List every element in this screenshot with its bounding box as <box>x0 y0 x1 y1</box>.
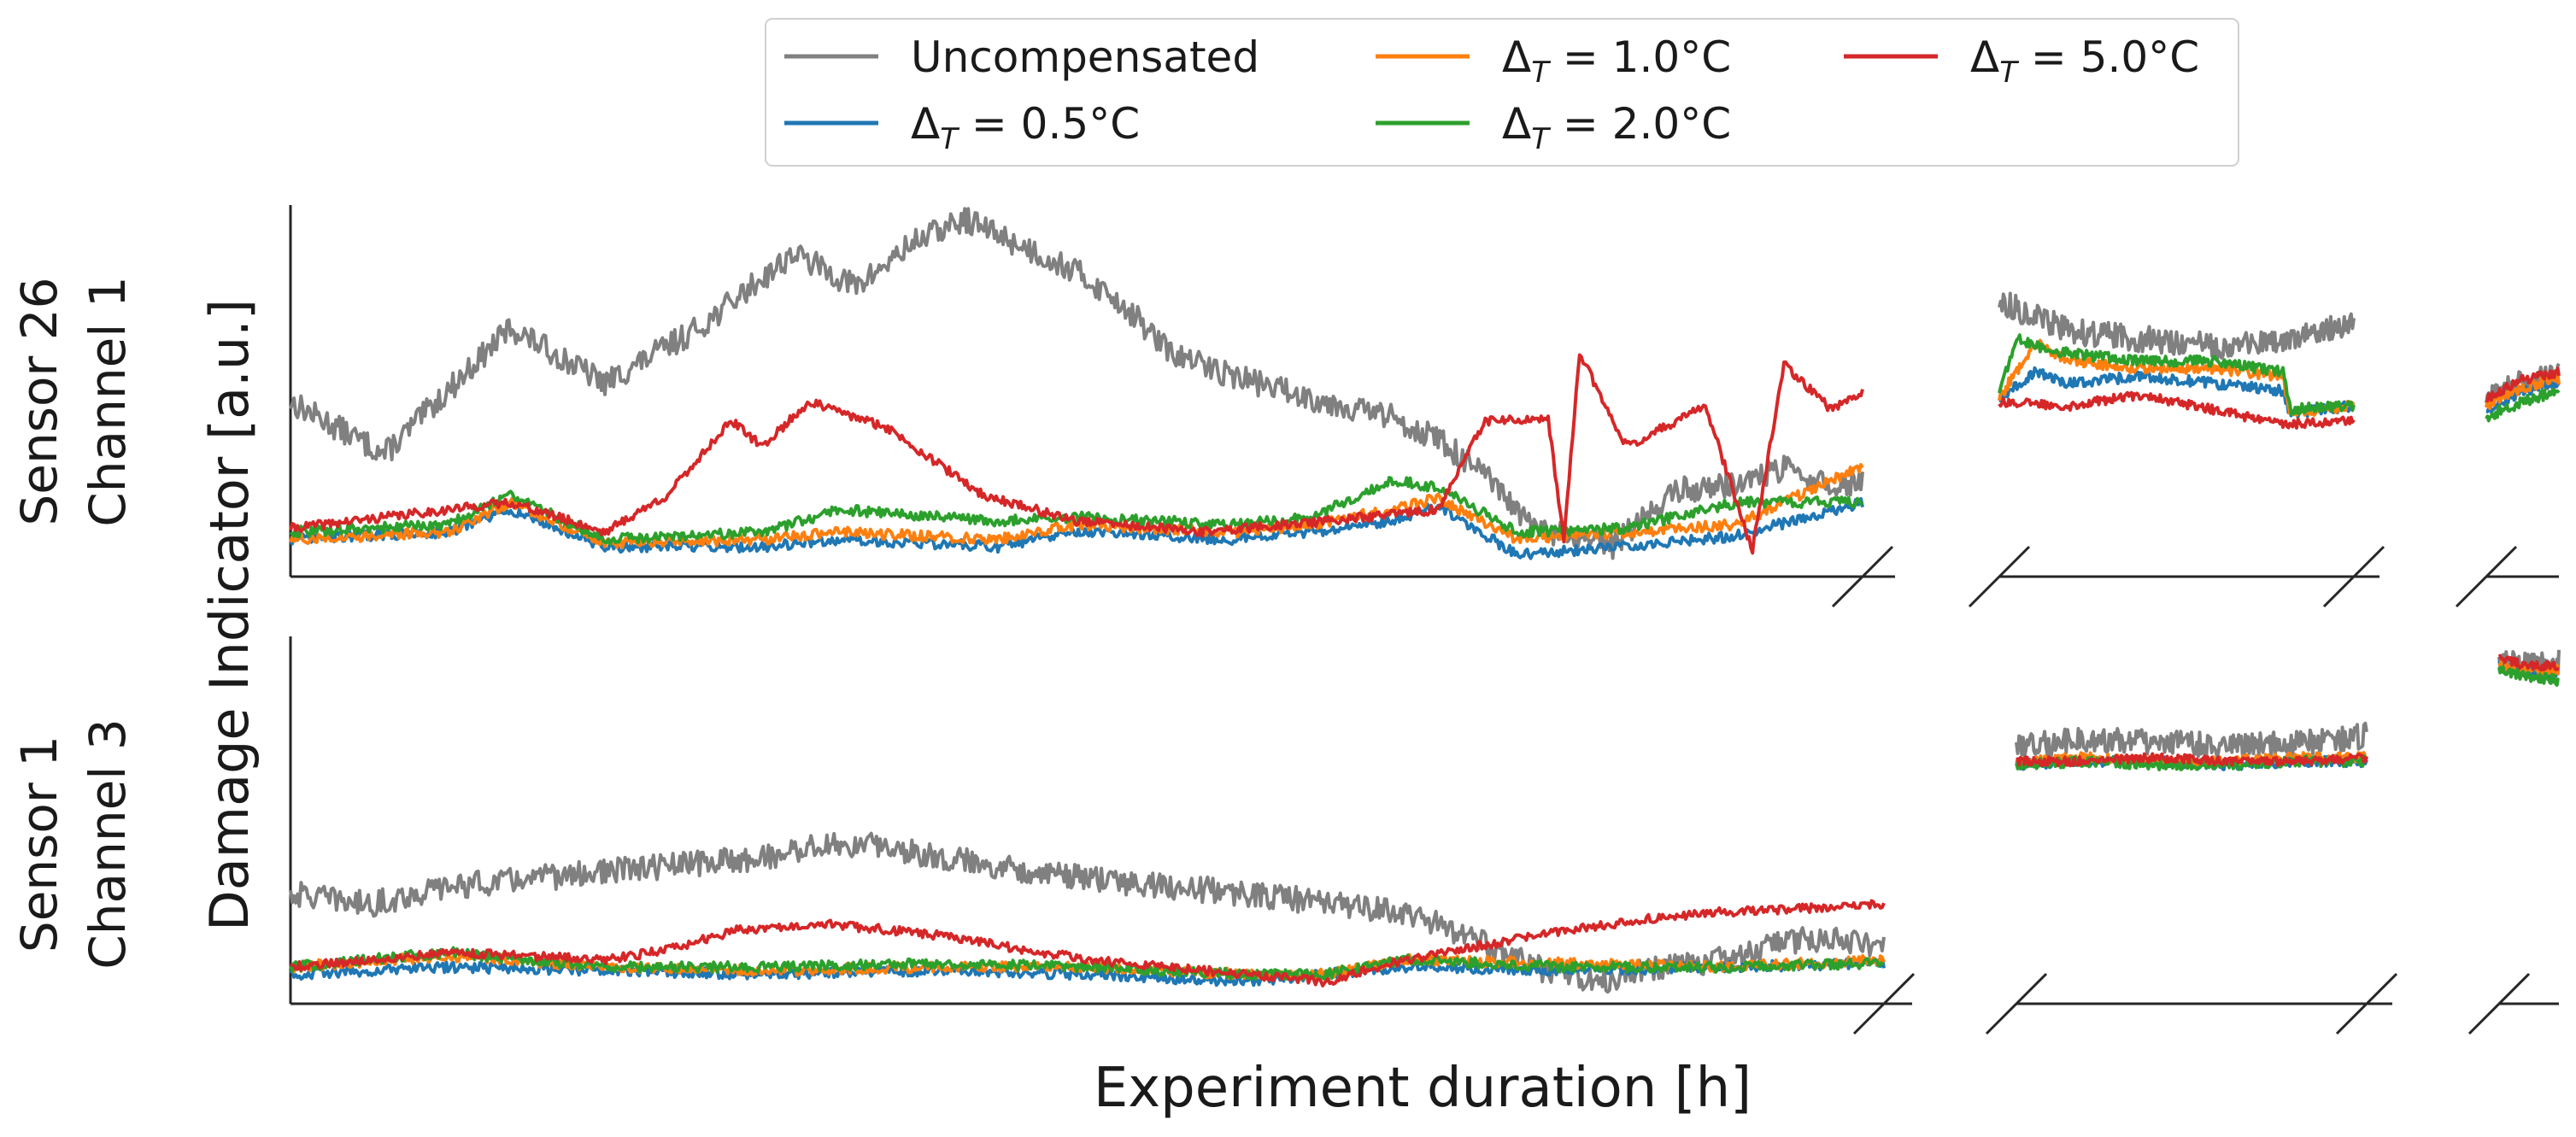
axis-break-mark <box>1968 545 2031 608</box>
panel-segment-2 <box>2015 721 2368 771</box>
series-line-d50 <box>290 899 1886 988</box>
legend-label-dt-0-5: ΔT = 0.5°C <box>911 99 1140 156</box>
panel-sensor-26-channel-1 <box>289 205 2561 608</box>
panel-segment-2 <box>1998 291 2356 430</box>
row-label-bottom-line2: Channel 3 <box>79 718 137 969</box>
series-line-d50 <box>1998 390 2356 430</box>
axis-break-mark <box>2335 972 2398 1035</box>
legend: Uncompensated ΔT = 0.5°C ΔT = 1.0°C ΔT =… <box>765 18 2239 167</box>
legend-label-uncompensated: Uncompensated <box>911 32 1259 82</box>
legend-label-dt-5-0: ΔT = 5.0°C <box>1970 32 2199 90</box>
series-line-unc <box>289 207 1864 560</box>
legend-entry-uncompensated: Uncompensated <box>784 32 1259 82</box>
series-line-unc <box>289 831 1886 994</box>
legend-label-dt-2-0: ΔT = 2.0°C <box>1502 99 1731 156</box>
legend-entry-dt-0-5: ΔT = 0.5°C <box>784 99 1140 156</box>
panel-segment-1 <box>289 207 1864 560</box>
panel-segment-1 <box>289 831 1886 994</box>
series-line-d50 <box>2497 653 2560 672</box>
series-line-unc <box>1998 291 2356 360</box>
row-label-top-line1: Sensor 26 <box>10 277 68 525</box>
axis-break-mark <box>2467 972 2531 1035</box>
plot-area <box>289 205 2561 1035</box>
series-line-d20 <box>1998 333 2356 416</box>
series-line-d50 <box>2015 752 2368 768</box>
series-line-d50 <box>289 353 1864 555</box>
axis-break-mark <box>1852 972 1916 1035</box>
series-line-d50 <box>2485 366 2561 403</box>
axis-break-mark <box>1831 545 1894 608</box>
panel-segment-3 <box>2497 649 2561 687</box>
axis-break-mark <box>2455 545 2518 608</box>
legend-entry-dt-1-0: ΔT = 1.0°C <box>1376 32 1731 90</box>
panel-sensor-1-channel-3 <box>289 636 2561 1035</box>
row-label-bottom-line1: Sensor 1 <box>10 736 68 952</box>
axis-break-mark <box>2322 545 2385 608</box>
axis-break-mark <box>1985 972 2048 1035</box>
legend-entry-dt-5-0: ΔT = 5.0°C <box>1844 32 2199 90</box>
row-label-top-line2: Channel 1 <box>79 276 137 526</box>
series-line-d20 <box>289 946 1884 982</box>
legend-entry-dt-2-0: ΔT = 2.0°C <box>1376 99 1731 156</box>
x-axis-label: Experiment duration [h] <box>1094 1057 1752 1120</box>
y-axis-label: Damage Indicator [a.u.] <box>198 299 261 931</box>
legend-label-dt-1-0: ΔT = 1.0°C <box>1502 32 1731 90</box>
series-line-d20 <box>2485 387 2561 423</box>
series-line-d20 <box>2497 665 2561 687</box>
panel-segment-3 <box>2485 362 2561 423</box>
series-line-unc <box>2015 721 2368 760</box>
